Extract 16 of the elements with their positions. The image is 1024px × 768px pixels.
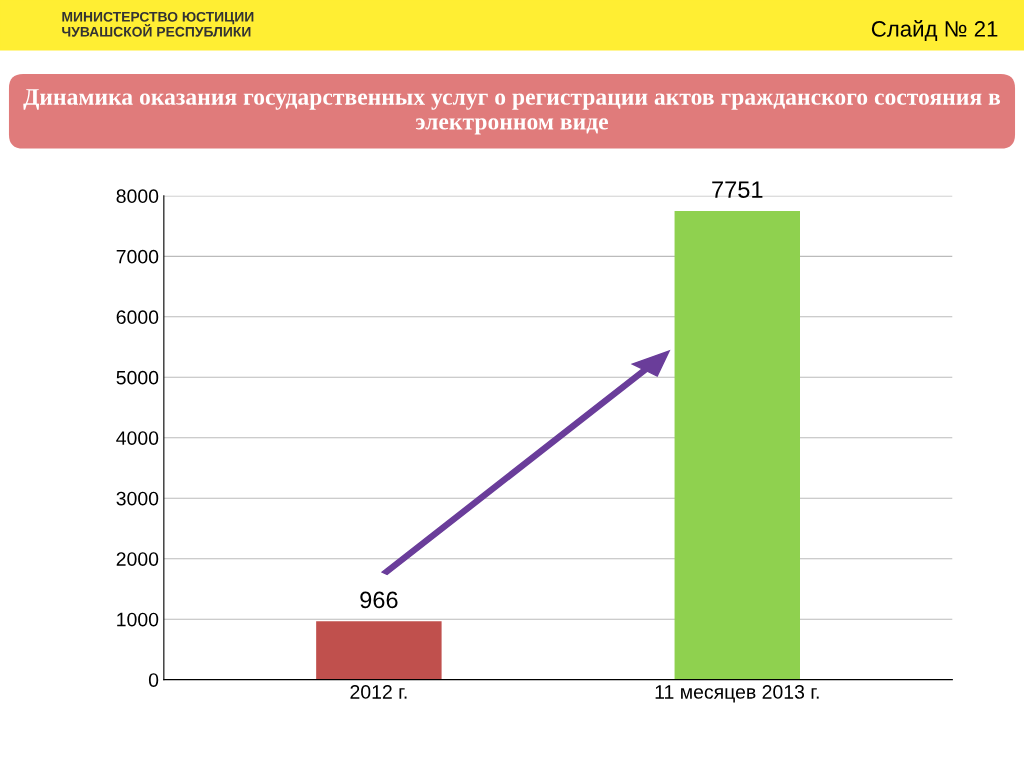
y-tick-label: 0 — [148, 673, 159, 687]
chart-title: Динамика оказания государственных услуг о регистрации актов гражданского состояния в электронном виде — [23, 89, 1001, 135]
x-tick-label: 2012 г. — [350, 685, 407, 699]
y-tick-label: 5000 — [116, 370, 159, 385]
data-label: 966 — [360, 591, 398, 609]
text: Слайд № 21 — [871, 20, 998, 41]
x-tick-label: 11 месяцев 2013 г. — [655, 685, 819, 703]
data-label: 7751 — [712, 181, 763, 198]
y-tick-label: 2000 — [116, 552, 159, 566]
y-tick-label: 8000 — [116, 189, 159, 204]
y-tick-label: 4000 — [116, 431, 159, 445]
y-tick-label: 7000 — [116, 249, 159, 264]
y-tick-label: 1000 — [117, 612, 159, 627]
text: МИНИСТЕРСТВО ЮСТИЦИИ ЧУВАШСКОЙ РЕСПУБЛИКИ — [62, 11, 254, 37]
y-tick-label: 6000 — [116, 310, 159, 325]
y-tick-label: 3000 — [116, 491, 159, 506]
